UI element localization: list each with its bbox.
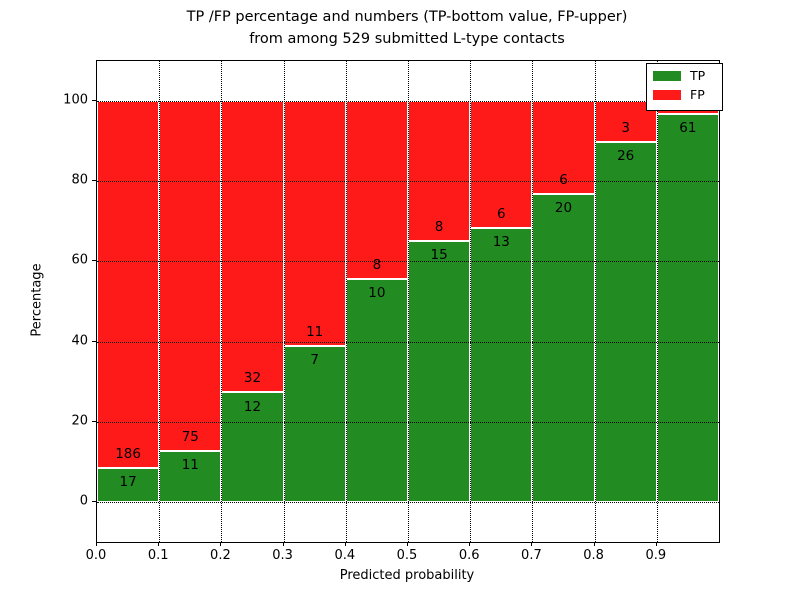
x-tick-label: 0.6: [458, 548, 480, 563]
x-tick-mark: [344, 542, 346, 546]
bar-label-tp: 10: [368, 285, 386, 302]
legend-label-fp: FP: [690, 87, 705, 102]
bar-segment-tp: [656, 113, 719, 502]
y-tick-label: 20: [71, 413, 88, 429]
gridline-horizontal: [97, 421, 719, 423]
bar-segment-tp: [283, 345, 346, 502]
bar-segment-tp: [532, 193, 595, 502]
x-tick-mark: [655, 542, 657, 546]
bar-label-tp: 20: [554, 199, 573, 216]
bar-label-tp: 11: [181, 456, 199, 473]
gridline-horizontal: [97, 101, 719, 103]
gridline-horizontal: [97, 181, 719, 183]
bar-segment-fp: [159, 101, 222, 451]
y-axis-label: Percentage: [29, 263, 45, 337]
x-tick-mark: [220, 542, 222, 546]
y-tick-label: 100: [63, 92, 88, 108]
x-tick-mark: [593, 542, 595, 546]
chart-title: TP /FP percentage and numbers (TP-bottom…: [96, 6, 718, 50]
bar-segment-tp: [470, 227, 533, 502]
bar-segment-tp: [97, 468, 160, 502]
legend-label-tp: TP: [690, 68, 706, 83]
title-line-2: from among 529 submitted L-type contacts: [249, 31, 565, 47]
bar-label-tp: 17: [119, 474, 137, 491]
y-tick-label: 60: [71, 252, 88, 268]
bar-segment-fp: [221, 101, 284, 393]
x-tick-mark: [282, 542, 284, 546]
bar-segment-fp: [97, 101, 160, 469]
plot-area: 186 17 75 11 32 12 11 7 8 10 8 15 6 13 6 20 3 26 61: [96, 60, 720, 543]
y-tick-mark: [92, 260, 96, 262]
bar-segment-tp: [345, 279, 408, 502]
bar-label-fp: 32: [243, 370, 262, 387]
bar-segment-fp: [283, 101, 346, 346]
y-tick-mark: [92, 100, 96, 102]
gridline-horizontal: [97, 261, 719, 263]
y-tick-label: 40: [71, 333, 88, 349]
bar-label-tp: 13: [492, 233, 510, 250]
legend: TP FP: [646, 63, 723, 111]
x-tick-label: 0.5: [396, 548, 418, 563]
bar-label-fp: 8: [434, 218, 444, 235]
bar-label-fp: 75: [181, 428, 199, 445]
bar-label-tp: 26: [617, 148, 635, 165]
x-tick-label: 0.2: [210, 548, 231, 563]
x-tick-label: 0.1: [147, 548, 169, 563]
x-tick-mark: [96, 542, 97, 546]
bar-label-tp: 15: [430, 246, 448, 263]
gridline-horizontal: [97, 341, 719, 343]
bar-label-tp: 7: [310, 352, 319, 369]
y-tick-mark: [92, 420, 96, 422]
gridline-vertical: [345, 61, 347, 542]
y-tick-mark: [92, 500, 96, 502]
gridline-vertical: [283, 61, 285, 542]
y-tick-mark: [92, 180, 96, 182]
gridline-vertical: [532, 61, 534, 542]
bar-label-tp: 12: [243, 398, 262, 415]
x-tick-label: 0.7: [521, 548, 542, 563]
x-tick-label: 0.8: [583, 548, 604, 563]
bar-label-fp: 6: [559, 171, 568, 188]
bar-label-tp: 61: [679, 119, 697, 136]
x-tick-label: 0.0: [85, 548, 107, 563]
x-tick-label: 0.4: [334, 548, 356, 563]
legend-swatch-fp: [653, 89, 681, 100]
legend-swatch-tp: [653, 70, 681, 81]
bar-label-fp: 186: [115, 446, 141, 463]
title-line-1: TP /FP percentage and numbers (TP-bottom…: [186, 9, 628, 25]
y-tick-mark: [92, 340, 96, 342]
legend-entry: FP: [653, 88, 722, 101]
y-tick-label: 80: [71, 172, 88, 188]
bar-segment-fp: [408, 101, 471, 241]
bar-segment-fp: [345, 101, 408, 280]
x-tick-label: 0.3: [272, 548, 293, 563]
bar-segment-tp: [594, 142, 657, 502]
legend-entry: TP: [653, 69, 722, 82]
y-tick-label: 0: [79, 493, 88, 509]
x-tick-mark: [531, 542, 533, 546]
gridline-horizontal: [97, 501, 719, 503]
x-axis-label: Predicted probability: [339, 568, 475, 583]
bar-label-fp: 6: [497, 205, 506, 222]
bar-segment-fp: [470, 101, 533, 228]
x-tick-mark: [407, 542, 408, 546]
gridline-vertical: [656, 61, 658, 542]
gridline-vertical: [408, 61, 409, 542]
bar-label-fp: 3: [621, 120, 630, 137]
bar-segment-tp: [408, 240, 471, 502]
gridline-vertical: [594, 61, 596, 542]
gridline-vertical: [159, 61, 161, 542]
gridline-vertical: [470, 61, 472, 542]
x-tick-label: 0.9: [645, 548, 667, 563]
bar-label-fp: 11: [306, 323, 324, 340]
x-tick-mark: [469, 542, 471, 546]
bar-label-fp: 8: [372, 257, 382, 274]
x-tick-mark: [158, 542, 160, 546]
gridline-vertical: [221, 61, 223, 542]
